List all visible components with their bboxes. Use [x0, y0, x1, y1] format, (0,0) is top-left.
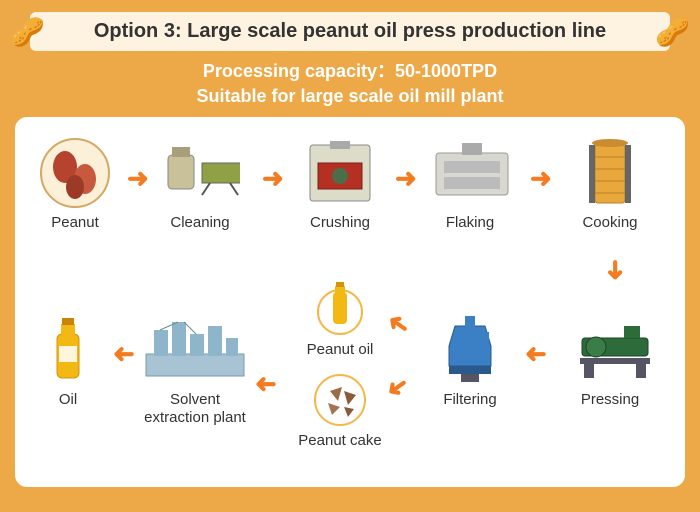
step-label: Cleaning — [150, 214, 250, 231]
filtering-machine-icon — [430, 312, 510, 387]
subtitle-line1: Processing capacity：50-1000TPD — [0, 59, 700, 84]
peanut-icon — [35, 135, 115, 210]
arrow-icon: ➜ — [530, 165, 552, 191]
oil-bottle-icon — [300, 277, 380, 337]
crushing-machine-icon — [300, 135, 380, 210]
step-label: Filtering — [420, 391, 520, 408]
step-oil: Oil — [23, 312, 113, 408]
step-peanut: Peanut — [25, 135, 125, 231]
step-label: Solvent extraction plant — [130, 391, 260, 427]
step-cooking: Cooking — [560, 135, 660, 231]
step-label: Peanut cake — [285, 432, 395, 449]
peanut-cake-icon — [300, 372, 380, 428]
arrow-icon: ➜ — [262, 165, 284, 191]
step-filtering: Filtering — [420, 312, 520, 408]
arrow-icon: ➜ — [113, 342, 135, 368]
solvent-plant-icon — [140, 312, 250, 387]
step-label: Crushing — [290, 214, 390, 231]
peanut-decor-icon: 🥜 — [10, 15, 45, 48]
step-label: Pressing — [560, 391, 660, 408]
step-label: Peanut oil — [285, 341, 395, 358]
flow-panel: Peanut ➜ Cleaning ➜ Crushing ➜ Flaking ➜… — [15, 117, 685, 487]
arrow-icon: ➜ — [127, 165, 149, 191]
title-text: Option 3: Large scale peanut oil press p… — [94, 20, 606, 42]
step-label: Flaking — [420, 214, 520, 231]
step-pressing: Pressing — [560, 312, 660, 408]
title-banner: 🥜 Option 3: Large scale peanut oil press… — [30, 12, 670, 51]
arrow-icon: ➜ — [603, 259, 629, 281]
step-label: Oil — [23, 391, 113, 408]
step-peanut-cake: Peanut cake — [285, 372, 395, 449]
step-label: Cooking — [560, 214, 660, 231]
peanut-decor-icon: 🥜 — [655, 15, 690, 48]
step-flaking: Flaking — [420, 135, 520, 231]
oil-bottle-icon — [28, 312, 108, 387]
arrow-icon: ➜ — [525, 342, 547, 368]
cooking-machine-icon — [570, 135, 650, 210]
flaking-machine-icon — [430, 135, 510, 210]
subtitle-line2: Suitable for large scale oil mill plant — [0, 84, 700, 109]
pressing-machine-icon — [570, 312, 650, 387]
step-cleaning: Cleaning — [150, 135, 250, 231]
step-peanut-oil: Peanut oil — [285, 277, 395, 358]
subtitle: Processing capacity：50-1000TPD Suitable … — [0, 59, 700, 109]
step-label: Peanut — [25, 214, 125, 231]
arrow-icon: ➜ — [395, 165, 417, 191]
step-solvent: Solvent extraction plant — [130, 312, 260, 427]
cleaning-machine-icon — [160, 135, 240, 210]
step-crushing: Crushing — [290, 135, 390, 231]
